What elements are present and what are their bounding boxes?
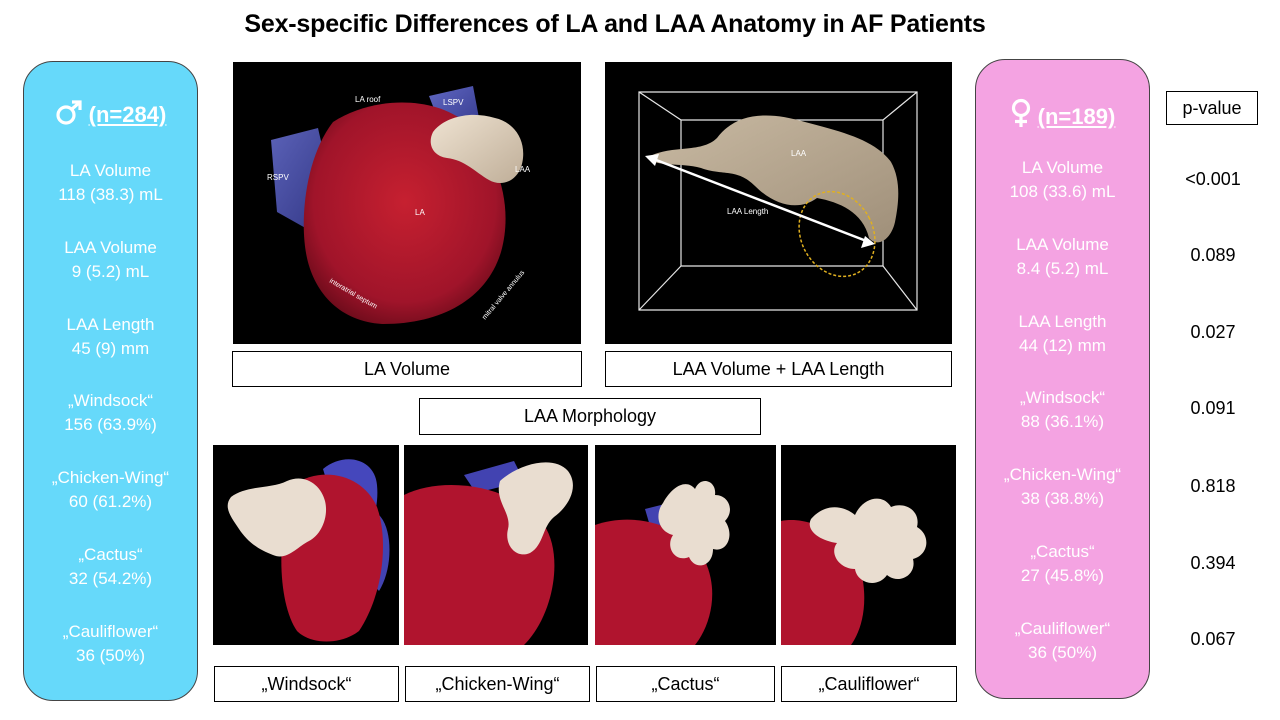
female-panel: (n=189) LA Volume 108 (33.6) mL LAA Volum… [975,59,1150,699]
p-value-cactus: 0.394 [1190,553,1236,573]
laa-label: LAA [791,149,807,158]
p-value-windsock: 0.091 [1190,398,1236,418]
female-stat-la-volume: LA Volume 108 (33.6) mL [1009,158,1116,201]
male-stat-chicken-wing: „Chicken-Wing“ 60 (61.2%) [51,468,170,511]
male-count: (n=284) [88,102,167,127]
male-stat-la-volume: LA Volume 118 (38.3) mL [58,161,163,204]
p-value-chicken-wing: 0.818 [1190,476,1236,496]
arrow-head-right-icon [861,236,875,248]
male-stat-laa-volume: LAA Volume 9 (5.2) mL [64,238,157,281]
windsock-image [213,445,399,645]
male-panel: (n=284) LA Volume 118 (38.3) mL LAA Volum… [23,61,198,701]
female-symbol-icon [1011,98,1030,127]
la-label-rspv: RSPV [267,173,289,182]
cactus-image [595,445,776,645]
la-volume-caption: LA Volume [232,351,582,387]
p-value-header: p-value [1166,91,1258,125]
laa-3d-model-image: LAA LAA Length [605,62,952,344]
female-count: (n=189) [1037,104,1116,129]
la-label-roof: LA roof [355,95,381,104]
arrow-head-left-icon [645,154,659,166]
la-label-la: LA [415,208,425,217]
bounding-box-shape [638,91,918,311]
laa-volume-length-caption: LAA Volume + LAA Length [605,351,952,387]
laa-shape [430,114,524,184]
female-stat-laa-length: LAA Length 44 (12) mm [1018,312,1107,355]
p-value-laa-volume: 0.089 [1190,245,1236,265]
p-value-cauliflower: 0.067 [1190,629,1236,649]
la-3d-model-image: LA roof LSPV RSPV LA LAA interatrial sep… [233,62,581,344]
laa-length-line [650,156,870,244]
female-stat-windsock: „Windsock“ 88 (36.1%) [1019,388,1105,431]
la-label-lspv: LSPV [443,98,464,107]
male-symbol-icon [56,100,82,125]
cactus-laa-shape [658,481,730,566]
laa-length-label: LAA Length [727,207,768,216]
cactus-caption: „Cactus“ [596,666,775,702]
laa-morphology-title: LAA Morphology [419,398,761,435]
laa-model-shape [647,115,899,243]
female-stat-laa-volume: LAA Volume 8.4 (5.2) mL [1016,235,1109,278]
chicken-wing-caption: „Chicken-Wing“ [405,666,590,702]
chicken-wing-vein-shape [464,461,524,493]
male-stat-cactus: „Cactus“ 32 (54.2%) [68,545,153,588]
p-value-laa-length: 0.027 [1190,322,1236,342]
female-stat-chicken-wing: „Chicken-Wing“ 38 (38.8%) [1003,465,1122,508]
male-stat-cauliflower: „Cauliflower“ 36 (50%) [62,622,159,665]
ostium-ellipse [798,190,876,278]
chicken-wing-image [404,445,588,645]
female-header: (n=189) [976,98,1149,130]
female-stat-cactus: „Cactus“ 27 (45.8%) [1020,542,1105,585]
windsock-laa-shape [227,478,327,557]
chicken-wing-laa-shape [498,462,573,555]
cauliflower-caption: „Cauliflower“ [781,666,957,702]
p-value-la-volume: <0.001 [1185,169,1241,189]
page-title: Sex-specific Differences of LA and LAA A… [244,10,986,38]
windsock-caption: „Windsock“ [214,666,399,702]
male-header: (n=284) [24,100,197,128]
cauliflower-image [781,445,956,645]
male-stat-laa-length: LAA Length 45 (9) mm [66,315,155,358]
cauliflower-laa-shape [809,498,927,583]
male-stat-windsock: „Windsock“ 156 (63.9%) [64,391,157,434]
la-label-laa: LAA [515,165,531,174]
female-stat-cauliflower: „Cauliflower“ 36 (50%) [1014,619,1111,662]
